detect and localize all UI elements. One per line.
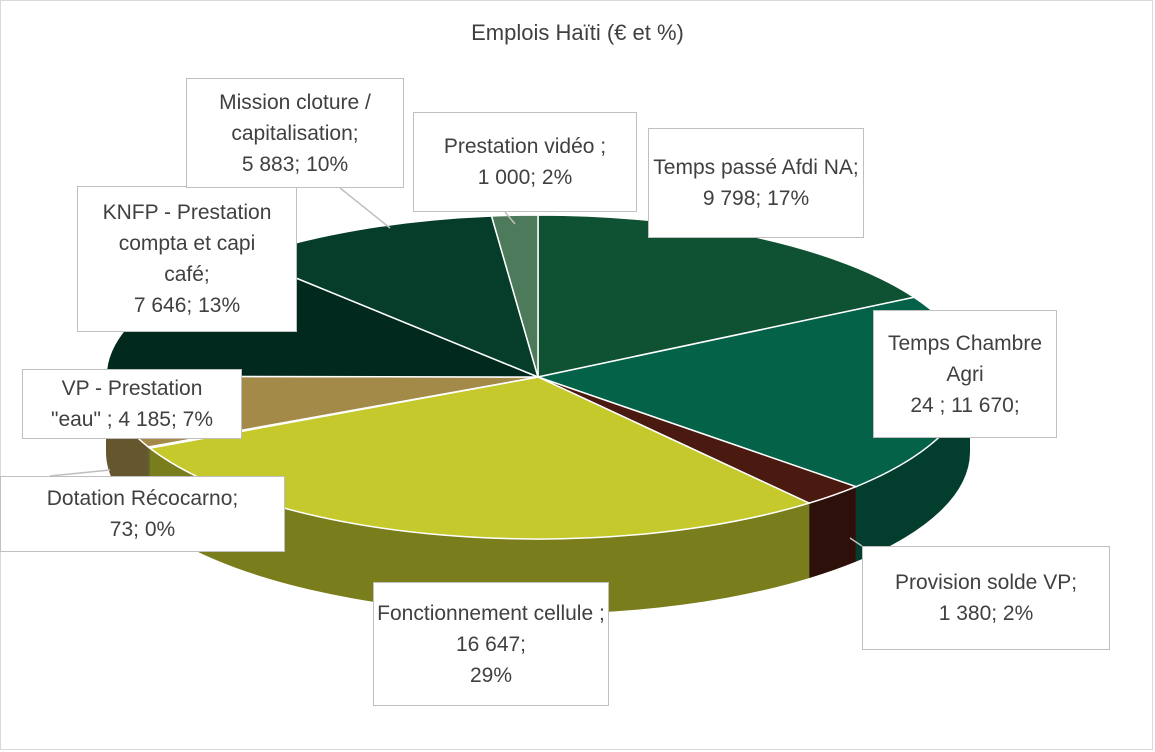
data-label-6: KNFP - Prestation compta et capi café; 7… [77, 186, 297, 332]
data-label-text-8: Prestation vidéo ; 1 000; 2% [443, 135, 607, 189]
leader-line-7 [339, 187, 391, 229]
data-label-text-1: Temps Chambre Agri 24 ; 11 670; [887, 331, 1043, 417]
pie-top [105, 214, 971, 540]
data-label-text-3: Fonctionnement cellule ; 16 647; 29% [377, 601, 605, 687]
data-label-1: Temps Chambre Agri 24 ; 11 670; [873, 310, 1057, 438]
data-label-5: VP - Prestation "eau" ; 4 185; 7% [22, 369, 242, 439]
leader-lines [49, 187, 863, 547]
data-label-text-2: Provision solde VP; 1 380; 2% [894, 571, 1078, 625]
data-label-text-4: Dotation Récocarno; 73; 0% [46, 487, 239, 541]
data-label-4: Dotation Récocarno; 73; 0% [0, 476, 285, 552]
data-label-text-5: VP - Prestation "eau" ; 4 185; 7% [50, 377, 214, 431]
data-label-2: Provision solde VP; 1 380; 2% [862, 546, 1110, 650]
leader-line-2 [849, 537, 863, 547]
pie-side-1 [855, 377, 971, 562]
data-label-text-0: Temps passé Afdi NA; 9 798; 17% [653, 156, 859, 210]
data-label-7: Mission cloture / capitalisation; 5 883;… [186, 78, 404, 188]
pie-slice-8 [490, 214, 539, 378]
data-label-0: Temps passé Afdi NA; 9 798; 17% [648, 128, 864, 238]
pie-side-3 [149, 448, 810, 614]
pie-side-2 [809, 486, 856, 579]
leader-line-4 [49, 469, 111, 477]
chart-title: Emplois Haïti (€ et %) [471, 20, 684, 45]
data-label-text-6: KNFP - Prestation compta et capi café; 7… [102, 201, 272, 317]
data-label-3: Fonctionnement cellule ; 16 647; 29% [373, 582, 609, 706]
data-label-8: Prestation vidéo ; 1 000; 2% [413, 112, 637, 212]
leader-line-8 [504, 211, 516, 225]
data-label-text-7: Mission cloture / capitalisation; 5 883;… [219, 90, 371, 176]
